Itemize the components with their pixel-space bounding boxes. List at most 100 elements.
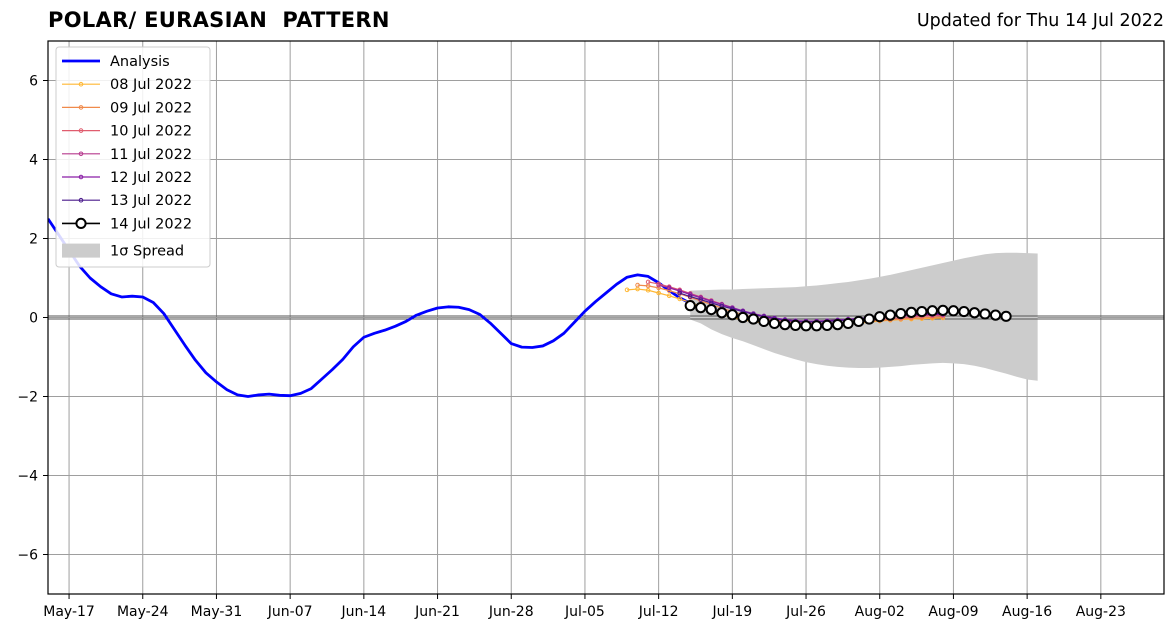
spread-area bbox=[690, 252, 1038, 381]
forecast-point bbox=[737, 311, 749, 324]
forecast-point bbox=[768, 317, 781, 330]
legend-label: 08 Jul 2022 bbox=[110, 77, 192, 93]
forecast-point bbox=[726, 309, 738, 321]
y-tick-label: −2 bbox=[17, 390, 38, 406]
forecast-point bbox=[937, 304, 949, 316]
forecast-point bbox=[666, 285, 672, 291]
legend-label: 14 Jul 2022 bbox=[110, 216, 192, 232]
x-tick-label: Jun-28 bbox=[488, 604, 534, 620]
legend-entry: 08 Jul 2022 bbox=[62, 77, 192, 93]
forecast-point bbox=[863, 313, 875, 325]
legend-entry: 1σ Spread bbox=[62, 243, 184, 260]
forecast-point bbox=[698, 297, 704, 303]
forecast-point bbox=[677, 296, 682, 302]
legend-label: 12 Jul 2022 bbox=[110, 170, 192, 186]
legend-label: 10 Jul 2022 bbox=[110, 124, 192, 140]
legend-entry: 10 Jul 2022 bbox=[62, 124, 192, 140]
legend-label: 11 Jul 2022 bbox=[110, 147, 192, 163]
forecast-14-jul-2022 bbox=[684, 300, 1012, 332]
forecast-point bbox=[905, 306, 917, 318]
forecast-point bbox=[916, 305, 928, 318]
forecast-point bbox=[747, 313, 759, 325]
legend-marker bbox=[78, 128, 84, 133]
x-tick-label: Jun-14 bbox=[340, 604, 386, 620]
legend-entry: 09 Jul 2022 bbox=[62, 100, 192, 116]
spread-band bbox=[690, 252, 1038, 381]
forecast-point bbox=[677, 288, 682, 294]
legend-label: 1σ Spread bbox=[110, 244, 184, 260]
forecast-point bbox=[947, 305, 960, 317]
legend: Analysis 08 Jul 2022 09 Jul 2022 10 Jul 202… bbox=[55, 46, 211, 268]
legend-entry: 12 Jul 2022 bbox=[62, 170, 192, 186]
legend-entry: 11 Jul 2022 bbox=[62, 147, 192, 163]
x-tick-label: Jul-05 bbox=[564, 604, 605, 620]
forecast-point bbox=[958, 305, 970, 318]
forecast-point bbox=[821, 319, 833, 331]
forecast-point bbox=[695, 302, 707, 314]
x-tick-label: Aug-09 bbox=[928, 604, 978, 620]
legend-marker bbox=[78, 105, 84, 110]
legend-marker bbox=[78, 197, 84, 203]
forecast-series bbox=[624, 279, 1012, 332]
forecast-point bbox=[666, 293, 672, 299]
forecast-point bbox=[926, 305, 938, 317]
forecast-point bbox=[645, 287, 651, 293]
legend-entry: 13 Jul 2022 bbox=[62, 193, 192, 209]
legend-box bbox=[55, 46, 211, 268]
forecast-point bbox=[705, 304, 717, 316]
legend-marker bbox=[78, 151, 84, 157]
legend-label: 09 Jul 2022 bbox=[110, 100, 192, 116]
analysis-line bbox=[48, 217, 691, 398]
forecast-point bbox=[645, 279, 651, 285]
x-tick-label: Aug-23 bbox=[1076, 604, 1126, 620]
x-tick-label: May-31 bbox=[191, 604, 243, 620]
forecast-point bbox=[979, 308, 991, 320]
forecast-point bbox=[842, 317, 854, 330]
x-tick-label: Jun-07 bbox=[267, 604, 313, 620]
x-tick-label: May-24 bbox=[117, 604, 169, 620]
x-tick-label: Jun-21 bbox=[414, 604, 460, 620]
forecast-point bbox=[758, 315, 770, 328]
x-tick-label: Jul-26 bbox=[785, 604, 826, 620]
forecast-point bbox=[789, 319, 802, 331]
y-tick-label: −4 bbox=[17, 469, 38, 485]
forecast-point bbox=[810, 320, 823, 332]
forecast-point bbox=[853, 315, 865, 328]
forecast-point bbox=[989, 309, 1002, 321]
y-tick-label: 2 bbox=[29, 232, 38, 248]
legend-label: Analysis bbox=[110, 54, 170, 70]
legend-entry: Analysis bbox=[62, 54, 170, 70]
grid bbox=[48, 41, 1164, 594]
forecast-point bbox=[656, 282, 661, 288]
forecast-point bbox=[1000, 310, 1012, 322]
legend-entry: 14 Jul 2022 bbox=[62, 216, 192, 232]
update-date: Updated for Thu 14 Jul 2022 bbox=[916, 11, 1164, 31]
x-tick-label: Aug-16 bbox=[1002, 604, 1052, 620]
forecast-point bbox=[779, 319, 791, 331]
x-axis: May-17 May-24 May-31 Jun-07 Jun-14 Jun-21 Jun-… bbox=[43, 594, 1126, 620]
legend-label: 13 Jul 2022 bbox=[110, 193, 192, 209]
forecast-point bbox=[635, 282, 640, 288]
y-axis: −6 −4 −2 0 2 4 6 bbox=[17, 74, 48, 564]
forecast-point bbox=[968, 307, 981, 319]
legend-swatch bbox=[62, 243, 100, 258]
forecast-point bbox=[832, 319, 844, 331]
forecast-point bbox=[884, 309, 896, 321]
forecast-point bbox=[677, 290, 682, 296]
legend-marker bbox=[78, 81, 84, 87]
y-tick-label: 6 bbox=[29, 74, 38, 90]
chart-title: POLAR/ EURASIAN PATTERN bbox=[48, 8, 390, 32]
x-tick-label: Aug-02 bbox=[855, 604, 905, 620]
x-tick-label: May-17 bbox=[43, 604, 95, 620]
x-tick-label: Jul-12 bbox=[638, 604, 679, 620]
y-tick-label: 4 bbox=[29, 153, 38, 169]
legend-marker bbox=[78, 174, 84, 180]
forecast-point bbox=[656, 290, 661, 296]
forecast-point bbox=[800, 320, 812, 332]
legend-marker bbox=[75, 217, 87, 229]
forecast-point bbox=[874, 311, 886, 323]
forecast-point bbox=[716, 307, 728, 319]
x-tick-label: Jul-19 bbox=[711, 604, 752, 620]
forecast-point bbox=[895, 307, 907, 320]
